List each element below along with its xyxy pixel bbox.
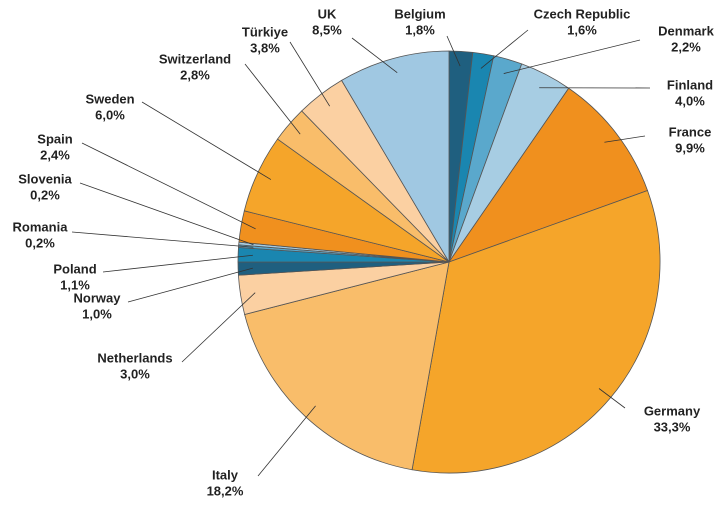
slice-value: 2,2% [671, 39, 701, 54]
slice-value: 9,9% [675, 140, 705, 155]
leader-line [79, 182, 254, 246]
leader-line [127, 267, 253, 303]
leader-line [81, 142, 256, 230]
slice-value: 0,2% [25, 235, 55, 250]
slice-label: UK [318, 6, 337, 21]
pie-slice [244, 261, 450, 471]
slice-value: 18,2% [207, 483, 244, 498]
slice-label: Switzerland [159, 51, 231, 66]
slice-value: 8,5% [312, 22, 342, 37]
leader-line [102, 254, 253, 273]
leader-line [71, 231, 254, 248]
slice-label: Denmark [658, 23, 714, 38]
leader-line [351, 37, 398, 74]
slice-value: 6,0% [95, 107, 125, 122]
slice-value: 1,6% [567, 22, 597, 37]
leader-line [480, 29, 529, 69]
slice-label: Italy [212, 467, 239, 482]
leader-line [604, 135, 646, 143]
slice-value: 3,0% [120, 366, 150, 381]
slice-label: Germany [644, 403, 701, 418]
pie-slice [447, 87, 649, 263]
pie-slice [341, 50, 450, 264]
slice-label: Czech Republic [534, 6, 631, 21]
leader-line [598, 388, 626, 409]
slice-label: Sweden [85, 91, 134, 106]
slice-label: Spain [37, 131, 72, 146]
slice-label: Türkiye [242, 24, 288, 39]
slice-value: 1,0% [82, 306, 112, 321]
leader-line [257, 405, 316, 477]
leader-line [289, 41, 331, 107]
slice-value: 1,1% [60, 277, 90, 292]
slice-label: Finland [667, 77, 713, 92]
slice-label: Slovenia [18, 171, 72, 186]
slice-label: Norway [74, 290, 122, 305]
leader-line [446, 35, 461, 67]
slice-label: France [669, 124, 712, 139]
leader-line [244, 63, 301, 135]
slice-value: 4,0% [675, 93, 705, 108]
leader-line [141, 101, 272, 180]
slice-value: 3,8% [250, 40, 280, 55]
slice-label: Netherlands [97, 350, 172, 365]
leader-line [181, 292, 256, 363]
slice-value: 2,8% [180, 67, 210, 82]
slice-label: Romania [13, 219, 69, 234]
slice-value: 1,8% [405, 22, 435, 37]
slice-value: 33,3% [654, 419, 691, 434]
slice-label: Poland [53, 261, 96, 276]
leader-line [503, 39, 641, 74]
slice-value: 2,4% [40, 147, 70, 162]
slice-value: 0,2% [30, 187, 60, 202]
slice-label: Belgium [394, 6, 445, 21]
pie-slice [411, 190, 661, 474]
